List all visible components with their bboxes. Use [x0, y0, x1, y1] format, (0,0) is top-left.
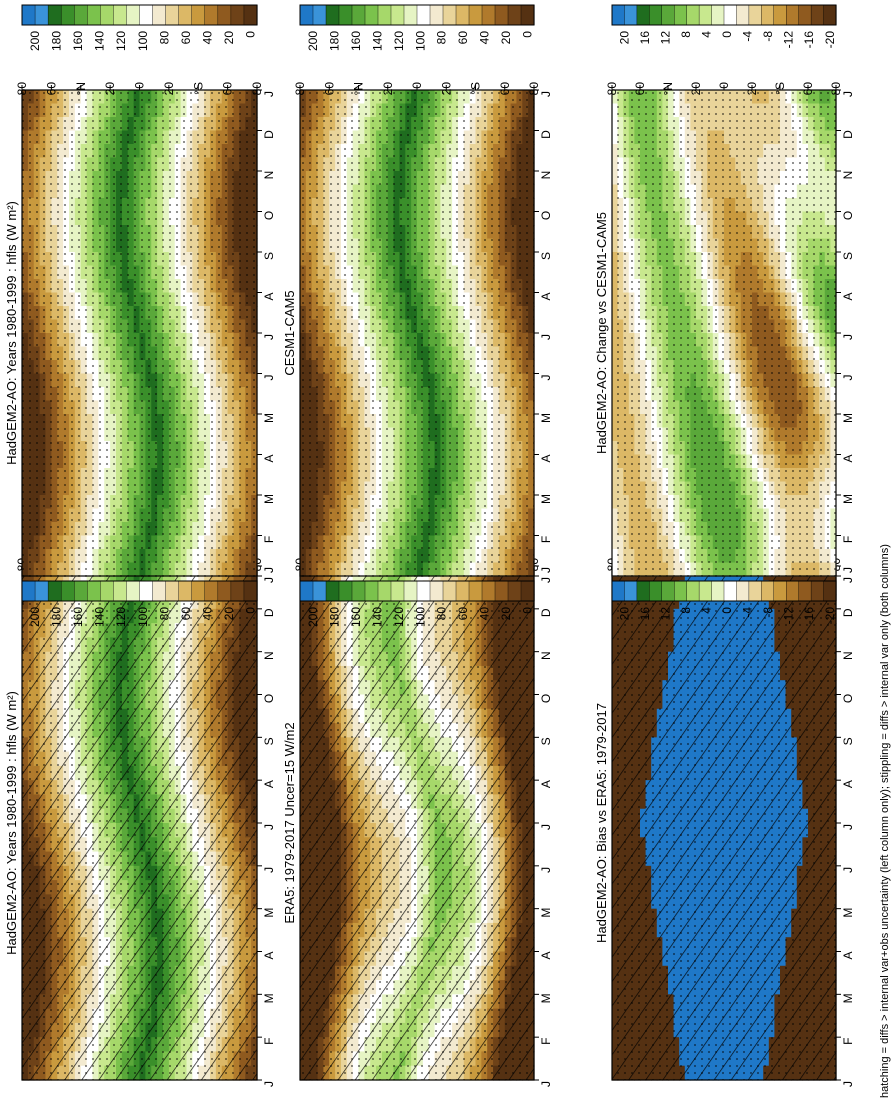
month-tick-label: J: [841, 824, 855, 830]
month-tick-label: J: [539, 867, 553, 873]
panel-3: JFMAMJJASONDJ8060°N20020°S6080HadGEM2-AO…: [594, 558, 855, 1087]
month-tick-label: A: [262, 951, 276, 959]
month-tick-label: A: [539, 951, 553, 959]
panel-1: JFMAMJJASONDJ8060°N20020°S6080HadGEM2-AO…: [4, 558, 276, 1087]
month-tick-label: D: [539, 608, 553, 617]
month-tick-label: M: [841, 993, 855, 1003]
month-tick-label: F: [539, 1037, 553, 1044]
month-tick-label: J: [262, 867, 276, 873]
month-tick-label: M: [841, 908, 855, 918]
stippling-overlay: [300, 566, 534, 1080]
stippling-overlay: [22, 566, 257, 1080]
month-tick-label: S: [841, 737, 855, 745]
month-tick-label: J: [841, 867, 855, 873]
month-tick-label: A: [841, 780, 855, 788]
panel-title: HadGEM2-AO: Years 1980-1999 : hfls (W m²…: [4, 691, 19, 955]
month-tick-label: J: [841, 567, 855, 573]
month-tick-label: N: [262, 651, 276, 660]
month-tick-label: J: [539, 567, 553, 573]
month-tick-label: N: [841, 651, 855, 660]
month-tick-label: A: [841, 951, 855, 959]
month-tick-label: S: [539, 737, 553, 745]
month-tick-label: J: [262, 1081, 276, 1087]
month-tick-label: F: [841, 1037, 855, 1044]
month-axis: J F M A M J J A S O N D J: [836, 566, 855, 1087]
month-tick-label: M: [539, 993, 553, 1003]
stippling-overlay: [612, 566, 836, 1080]
month-tick-label: O: [841, 694, 855, 703]
month-tick-label: J: [262, 567, 276, 573]
month-tick-label: F: [262, 1037, 276, 1044]
month-tick-label: M: [539, 908, 553, 918]
month-tick-label: S: [262, 737, 276, 745]
figure-footnote: hatching = diffs > internal var+obs unce…: [879, 544, 891, 1098]
month-tick-label: A: [262, 780, 276, 788]
month-axis: J F M A M J J A S O N D J: [257, 566, 276, 1087]
month-tick-label: M: [262, 993, 276, 1003]
month-tick-label: O: [262, 694, 276, 703]
panel-title: HadGEM2-AO: Bias vs ERA5: 1979-2017: [594, 703, 609, 943]
month-tick-label: N: [539, 651, 553, 660]
month-tick-label: D: [262, 608, 276, 617]
month-tick-label: J: [539, 824, 553, 830]
month-tick-label: A: [539, 780, 553, 788]
month-tick-label: J: [262, 824, 276, 830]
month-tick-label: D: [841, 608, 855, 617]
month-tick-label: J: [539, 1081, 553, 1087]
panel-title: ERA5: 1979-2017 Uncer=15 W/m2: [282, 722, 297, 923]
month-tick-label: M: [262, 908, 276, 918]
month-tick-label: O: [539, 694, 553, 703]
month-axis: J F M A M J J A S O N D J: [534, 566, 553, 1087]
month-tick-label: J: [841, 1081, 855, 1087]
